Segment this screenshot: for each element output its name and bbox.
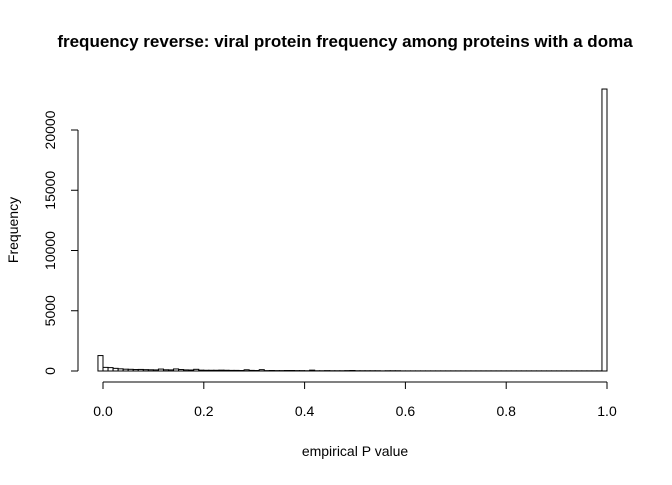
histogram-bar	[249, 370, 254, 371]
histogram-bar	[108, 368, 113, 371]
x-tick-label: 0.8	[496, 403, 516, 419]
histogram-bar	[244, 370, 249, 371]
histogram-bar	[234, 370, 239, 371]
y-tick-label: 15000	[42, 171, 58, 210]
histogram-bar	[224, 370, 229, 371]
histogram-bar	[174, 369, 179, 371]
histogram-bar	[204, 370, 209, 371]
y-tick-label: 20000	[42, 110, 58, 149]
histogram-bar	[189, 370, 194, 371]
x-axis: 0.0 0.2 0.4 0.6 0.8 1.0	[93, 382, 617, 419]
histogram-bar	[602, 89, 607, 371]
histogram-bar	[158, 369, 163, 371]
histogram-bar	[138, 369, 143, 371]
histogram-bar	[123, 369, 128, 371]
histogram-bar	[310, 370, 315, 371]
histogram-bar	[98, 356, 103, 371]
y-tick-label: 0	[42, 367, 58, 375]
y-axis-label: Frequency	[5, 197, 21, 263]
histogram-bar	[184, 370, 189, 371]
y-axis: 0 5000 10000 15000 20000	[42, 110, 78, 375]
x-tick-label: 0.6	[396, 403, 416, 419]
histogram-bar	[209, 370, 214, 371]
histogram-bar	[128, 369, 133, 371]
x-tick-label: 0.2	[194, 403, 214, 419]
histogram-bar	[153, 370, 158, 371]
histogram-bars	[98, 89, 607, 371]
x-tick-label: 0.4	[295, 403, 315, 419]
histogram-bar	[219, 370, 224, 371]
x-tick-label: 1.0	[597, 403, 617, 419]
x-axis-label: empirical P value	[302, 443, 409, 459]
histogram-bar	[194, 369, 199, 371]
histogram-bar	[214, 370, 219, 371]
histogram-bar	[118, 369, 123, 371]
histogram-bar	[199, 370, 204, 371]
histogram-bar	[143, 370, 148, 371]
histogram-bar	[113, 368, 118, 371]
histogram-bar	[259, 370, 264, 371]
y-tick-label: 10000	[42, 231, 58, 270]
histogram-bar	[148, 370, 153, 371]
histogram-bar	[179, 370, 184, 371]
histogram-bar	[133, 370, 138, 371]
x-tick-label: 0.0	[93, 403, 113, 419]
histogram-bar	[163, 370, 168, 371]
chart-title: frequency reverse: viral protein frequen…	[57, 32, 633, 51]
histogram-bar	[169, 370, 174, 371]
y-tick-label: 5000	[42, 295, 58, 326]
histogram-bar	[103, 367, 108, 371]
histogram-bar	[229, 370, 234, 371]
